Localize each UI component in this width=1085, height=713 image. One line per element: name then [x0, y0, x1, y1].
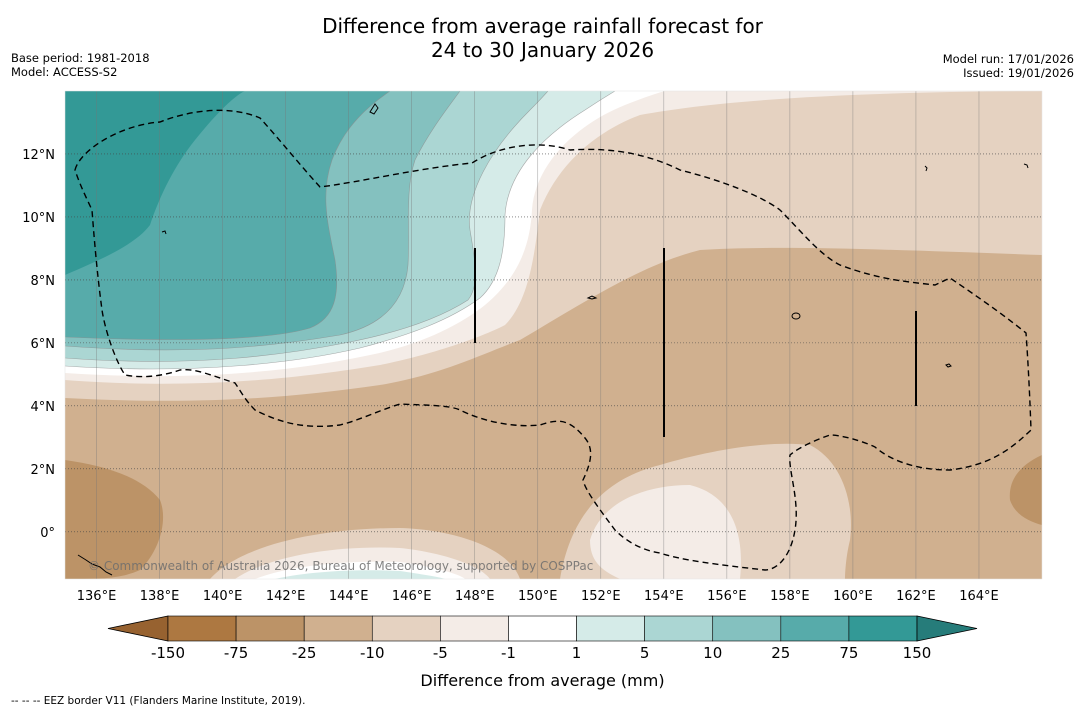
colorbar-over-arrow	[916, 615, 978, 642]
colorbar-swatch	[303, 615, 373, 642]
colorbar-tick-label: -5	[433, 644, 448, 662]
meta-left: Base period: 1981-2018 Model: ACCESS-S2	[11, 51, 150, 79]
colorbar-swatch	[508, 615, 577, 642]
colorbar-swatch	[440, 615, 509, 642]
longitude-tick-label: 156°E	[707, 589, 747, 604]
map-title: Difference from average rainfall forecas…	[0, 14, 1085, 62]
eez-border	[74, 109, 1032, 571]
colorbar-tick-label: 5	[640, 644, 650, 662]
rainfall-anomaly-field	[65, 91, 1042, 579]
longitude-tick-label: 150°E	[518, 589, 558, 604]
latitude-tick-label: 12°N	[22, 148, 55, 163]
latitude-tick-label: 4°N	[31, 400, 56, 415]
longitude-tick-label: 158°E	[770, 589, 810, 604]
islands	[77, 103, 1029, 576]
colorbar-swatch	[712, 615, 782, 642]
colorbar-swatch	[780, 615, 850, 642]
contour-lines	[65, 91, 616, 370]
colorbar-tick-label: -25	[292, 644, 317, 662]
colorbar-tick-label: 150	[903, 644, 932, 662]
latitude-tick-label: 2°N	[31, 463, 56, 478]
issued-date: Issued: 19/01/2026	[963, 66, 1074, 80]
colorbar-tick-label: 1	[572, 644, 582, 662]
longitude-tick-label: 136°E	[77, 589, 117, 604]
copyright-notice: © Commonwealth of Australia 2026, Bureau…	[88, 559, 593, 573]
longitude-tick-label: 144°E	[329, 589, 369, 604]
colorbar-swatch	[235, 615, 305, 642]
colorbar-tick-label: 25	[771, 644, 790, 662]
latitude-tick-label: 8°N	[31, 274, 56, 289]
colorbar-under-arrow	[107, 615, 169, 642]
longitude-tick-label: 154°E	[644, 589, 684, 604]
colorbar-tick-label: 10	[703, 644, 722, 662]
latitude-tick-label: 10°N	[22, 211, 55, 226]
base-period: Base period: 1981-2018	[11, 51, 150, 65]
colorbar: -150 -75 -25 -10 -5 -1 1 5 10 25 75 150	[107, 615, 978, 662]
model-run: Model run: 17/01/2026	[942, 52, 1074, 66]
longitude-tick-label: 162°E	[896, 589, 936, 604]
title-line-1: Difference from average rainfall forecas…	[322, 14, 763, 38]
title-line-2: 24 to 30 January 2026	[430, 38, 655, 62]
colorbar-swatch	[644, 615, 714, 642]
longitude-tick-label: 140°E	[203, 589, 243, 604]
colorbar-tick-label: -75	[224, 644, 249, 662]
eez-footnote: -- -- -- EEZ border V11 (Flanders Marine…	[11, 695, 306, 707]
colorbar-swatch	[167, 615, 237, 642]
longitude-tick-label: 160°E	[833, 589, 873, 604]
longitude-tick-label: 148°E	[455, 589, 495, 604]
longitude-tick-label: 138°E	[140, 589, 180, 604]
model-name: Model: ACCESS-S2	[11, 65, 118, 79]
longitude-ticks: 136°E 138°E 140°E 142°E 144°E 146°E 148°E 150°E…	[77, 589, 999, 604]
longitude-tick-label: 152°E	[581, 589, 621, 604]
longitude-tick-label: 164°E	[959, 589, 999, 604]
colorbar-tick-label: -1	[501, 644, 516, 662]
meta-right: Model run: 17/01/2026 Issued: 19/01/2026	[943, 52, 1074, 80]
longitude-tick-label: 142°E	[266, 589, 306, 604]
colorbar-tick-label: -10	[360, 644, 385, 662]
boundary-lines	[474, 248, 917, 437]
longitude-tick-label: 146°E	[392, 589, 432, 604]
latitude-ticks: 12°N 10°N 8°N 6°N 4°N 2°N 0°	[22, 148, 55, 541]
colorbar-swatch	[848, 615, 918, 642]
latitude-tick-label: 6°N	[31, 337, 56, 352]
colorbar-title: Difference from average (mm)	[420, 671, 665, 690]
colorbar-swatch	[576, 615, 645, 642]
colorbar-swatch	[371, 615, 441, 642]
colorbar-tick-label: 75	[839, 644, 858, 662]
latitude-tick-label: 0°	[40, 526, 55, 541]
colorbar-tick-label: -150	[151, 644, 185, 662]
